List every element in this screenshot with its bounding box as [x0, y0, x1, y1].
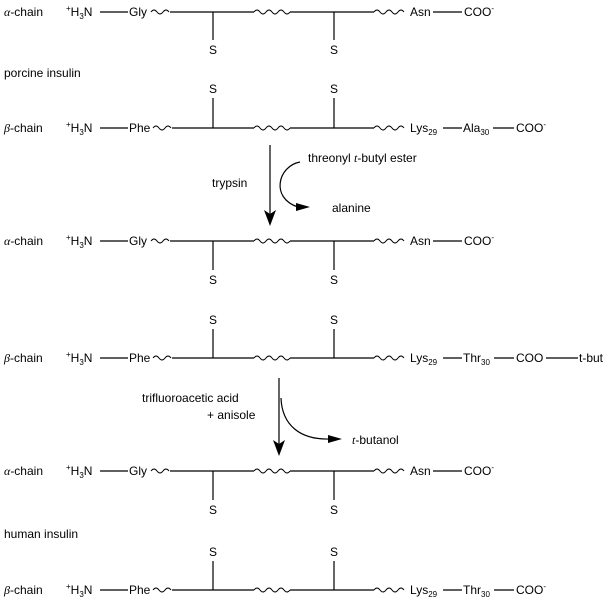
lys-residue: Lys29	[410, 583, 438, 599]
sulfur-atom: S	[330, 273, 338, 287]
alpha-chain-label: α-chain	[4, 234, 43, 248]
intermediate-block: α-chain +H3N Gly Asn COO- S S S S β-chai…	[3, 233, 604, 367]
gly-residue: Gly	[129, 234, 147, 248]
gly-residue: Gly	[129, 464, 147, 478]
reagent-label: trypsin	[212, 176, 247, 190]
alpha-chain-label: α-chain	[4, 464, 43, 478]
coo-group: COO	[516, 351, 543, 365]
porcine-insulin-block: α-chain +H3N Gly Asn COO- S S S S porcin…	[3, 4, 546, 137]
sulfur-atom: S	[330, 82, 338, 96]
sulfur-atom: S	[209, 43, 217, 57]
beta-chain-label: β-chain	[3, 121, 43, 135]
asn-residue: Asn	[410, 5, 431, 19]
lys-residue: Lys29	[410, 121, 438, 137]
sulfur-atom: S	[330, 313, 338, 327]
thr-residue: Thr30	[463, 583, 490, 599]
reagent-label: trifluoroacetic acid	[142, 391, 239, 405]
reaction-arrow-1: trypsin threonyl t-butyl ester alanine	[212, 145, 417, 226]
phe-residue: Phe	[129, 583, 151, 597]
human-insulin-block: α-chain +H3N Gly Asn COO- S S S S human …	[3, 463, 546, 599]
beta-chain-label: β-chain	[3, 583, 43, 597]
reagent-label: + anisole	[207, 408, 256, 422]
coo-terminus: COO-	[464, 463, 494, 478]
coo-terminus: COO-	[516, 582, 546, 597]
asn-residue: Asn	[410, 464, 431, 478]
gly-residue: Gly	[129, 5, 147, 19]
asn-residue: Asn	[410, 234, 431, 248]
sulfur-atom: S	[330, 43, 338, 57]
reaction-arrow-2: trifluoroacetic acid + anisole t-butanol	[142, 378, 399, 456]
sulfur-atom: S	[330, 503, 338, 517]
n-terminus: +H3N	[66, 120, 92, 137]
block-name: human insulin	[4, 527, 78, 541]
ala-residue: Ala30	[463, 121, 490, 137]
coo-terminus: COO-	[464, 233, 494, 248]
thr-residue: Thr30	[463, 351, 490, 367]
phe-residue: Phe	[129, 121, 151, 135]
t-butyl-group: t-but	[579, 351, 604, 365]
sulfur-atom: S	[209, 313, 217, 327]
sulfur-atom: S	[209, 273, 217, 287]
lys-residue: Lys29	[410, 351, 438, 367]
coo-terminus: COO-	[464, 4, 494, 19]
n-terminus: +H3N	[66, 350, 92, 367]
input-label: threonyl t-butyl ester	[308, 151, 417, 165]
beta-chain-label: β-chain	[3, 351, 43, 365]
block-name: porcine insulin	[4, 66, 81, 80]
n-terminus: +H3N	[66, 4, 92, 21]
sulfur-atom: S	[209, 503, 217, 517]
sulfur-atom: S	[209, 82, 217, 96]
n-terminus: +H3N	[66, 582, 92, 599]
phe-residue: Phe	[129, 351, 151, 365]
n-terminus: +H3N	[66, 233, 92, 250]
n-terminus: +H3N	[66, 463, 92, 480]
sulfur-atom: S	[209, 545, 217, 559]
output-label: alanine	[332, 201, 371, 215]
coo-terminus: COO-	[516, 120, 546, 135]
alpha-chain-label: α-chain	[4, 5, 43, 19]
output-label: t-butanol	[352, 433, 399, 447]
sulfur-atom: S	[330, 545, 338, 559]
